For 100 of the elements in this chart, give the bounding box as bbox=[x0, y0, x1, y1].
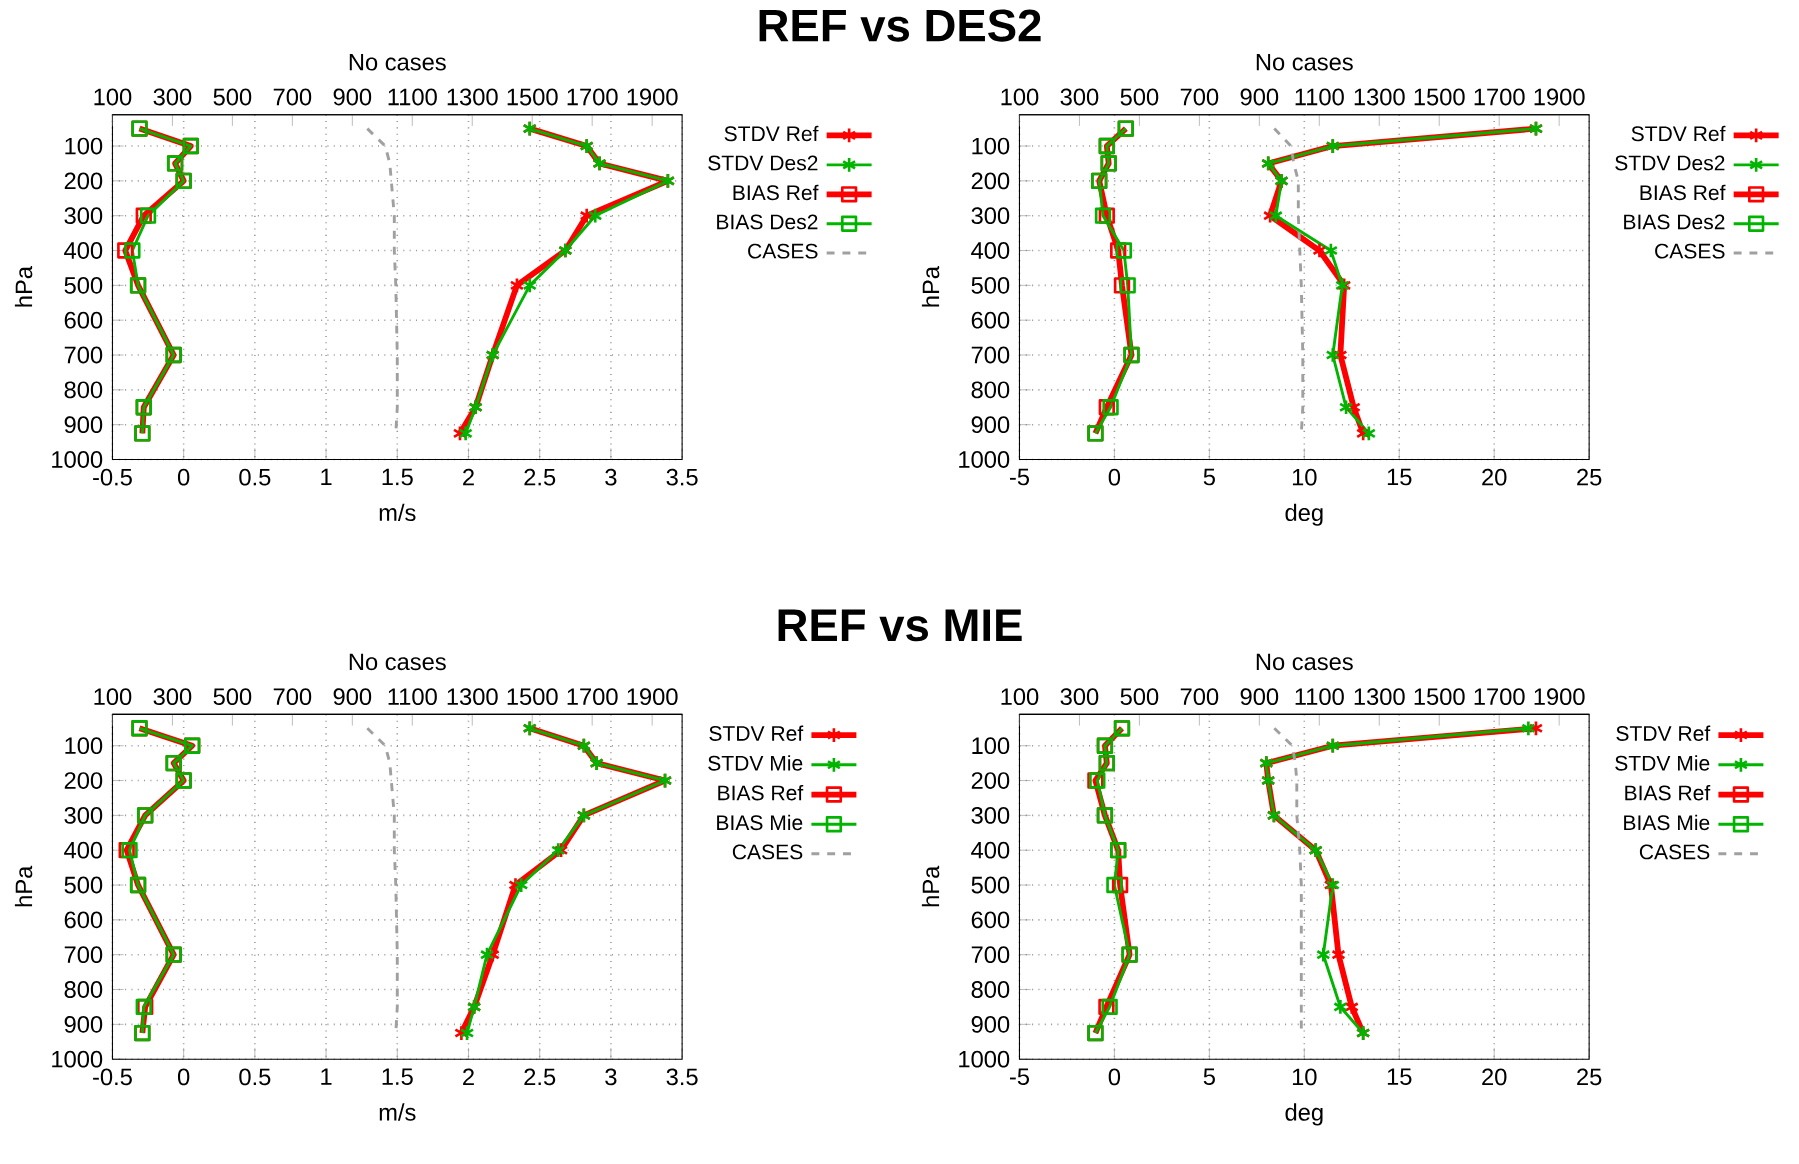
x-tick-label: 3.5 bbox=[666, 1068, 698, 1086]
x2-tick-label: 300 bbox=[1060, 688, 1099, 706]
x2-tick-label: 1700 bbox=[1474, 688, 1525, 706]
x-tick-label: -5 bbox=[1009, 468, 1029, 486]
y-tick-label: 300 bbox=[971, 207, 1010, 225]
x2-tick-label: 700 bbox=[1180, 88, 1219, 106]
legend-label: BIAS Ref bbox=[1625, 784, 1711, 801]
legend-label: BIAS Ref bbox=[718, 784, 804, 801]
text: REF vs DES2 bbox=[759, 9, 1041, 42]
x2-tick-label: 100 bbox=[94, 88, 132, 106]
y-tick-label: 900 bbox=[64, 1015, 103, 1033]
y-tick-label: 700 bbox=[64, 346, 103, 364]
x2-axis-title: No cases bbox=[349, 653, 446, 671]
x-tick-label: 0 bbox=[1108, 1068, 1121, 1086]
x2-tick-label: 300 bbox=[153, 88, 192, 106]
x2-tick-label: 700 bbox=[273, 688, 312, 706]
x2-tick-label: 100 bbox=[94, 688, 132, 706]
y-tick-label: 200 bbox=[64, 772, 103, 789]
x-tick-label: -0.5 bbox=[93, 1068, 132, 1086]
legend-label: STDV Des2 bbox=[1615, 155, 1725, 171]
x2-tick-label: 500 bbox=[213, 88, 252, 106]
x2-tick-label: 1100 bbox=[388, 88, 437, 106]
x2-tick-label: 300 bbox=[1060, 88, 1099, 106]
x-tick-label: 2.5 bbox=[524, 1068, 556, 1086]
x2-tick-label: 1900 bbox=[1534, 688, 1585, 706]
legend-label: STDV Ref bbox=[1616, 725, 1711, 741]
y-tick-label: 600 bbox=[64, 911, 103, 929]
x-axis-title: m/s bbox=[379, 503, 416, 522]
legend-label: BIAS Ref bbox=[1640, 184, 1726, 201]
legend-label: CASES bbox=[748, 243, 818, 259]
y-tick-label: 900 bbox=[64, 416, 103, 434]
x2-tick-label: 300 bbox=[153, 688, 192, 706]
y-tick-label: 200 bbox=[971, 772, 1010, 789]
legend-label: BIAS Ref bbox=[733, 184, 819, 201]
y-tick-label: 800 bbox=[64, 981, 103, 998]
x2-tick-label: 100 bbox=[1001, 88, 1039, 106]
legend-label: BIAS Mie bbox=[1624, 814, 1710, 831]
x-tick-label: 0 bbox=[177, 1068, 190, 1086]
x2-axis-title: No cases bbox=[349, 53, 446, 71]
x2-tick-label: 900 bbox=[1240, 688, 1279, 706]
x2-tick-label: 500 bbox=[1120, 688, 1159, 706]
y-tick-label: 600 bbox=[971, 911, 1010, 929]
x2-tick-label: 1900 bbox=[627, 688, 678, 706]
y-tick-label: 600 bbox=[971, 311, 1010, 329]
legend-label: BIAS Mie bbox=[717, 814, 803, 831]
x2-tick-label: 1300 bbox=[1354, 688, 1405, 706]
x2-tick-label: 100 bbox=[1001, 688, 1039, 706]
y-axis-title: hPa bbox=[921, 865, 940, 907]
x-tick-label: 1.5 bbox=[382, 1068, 413, 1085]
text: REF vs MIE bbox=[778, 609, 1022, 642]
y-tick-label: 200 bbox=[971, 172, 1010, 190]
legend-label: BIAS Des2 bbox=[717, 214, 818, 230]
y-tick-label: 700 bbox=[64, 946, 103, 964]
x2-tick-label: 1700 bbox=[1474, 88, 1525, 106]
y-tick-label: 100 bbox=[972, 737, 1010, 755]
x-axis-title: deg bbox=[1285, 1103, 1323, 1126]
x2-tick-label: 1900 bbox=[627, 88, 678, 106]
x-tick-label: 3 bbox=[605, 1068, 617, 1086]
y-tick-label: 500 bbox=[64, 276, 103, 294]
x2-tick-label: 1500 bbox=[1414, 688, 1465, 706]
x2-axis-title: No cases bbox=[1256, 653, 1353, 671]
legend-label: STDV Des2 bbox=[708, 155, 818, 171]
y-tick-label: 1000 bbox=[52, 451, 103, 468]
y-tick-label: 400 bbox=[64, 841, 103, 859]
x-tick-label: 2.5 bbox=[524, 468, 556, 486]
x-tick-label: 0.5 bbox=[239, 1068, 271, 1086]
legend-label: CASES bbox=[1655, 243, 1725, 259]
legend-label: STDV Mie bbox=[1615, 755, 1710, 771]
x2-tick-label: 1100 bbox=[1295, 688, 1344, 706]
y-tick-label: 500 bbox=[971, 276, 1010, 294]
y-axis-title: hPa bbox=[921, 265, 940, 307]
legend-label: STDV Mie bbox=[708, 755, 803, 771]
y-tick-label: 300 bbox=[971, 806, 1010, 824]
x-tick-label: -0.5 bbox=[93, 468, 132, 486]
x2-tick-label: 500 bbox=[213, 688, 252, 706]
y-tick-label: 900 bbox=[971, 416, 1010, 434]
legend-label: STDV Ref bbox=[709, 725, 804, 741]
legend-label: BIAS Des2 bbox=[1624, 214, 1725, 230]
x-tick-label: 10 bbox=[1292, 1068, 1317, 1086]
y-tick-label: 100 bbox=[65, 737, 103, 755]
y-tick-label: 1000 bbox=[52, 1050, 103, 1068]
x-tick-label: 2 bbox=[463, 468, 474, 486]
x2-tick-label: 1100 bbox=[1295, 88, 1344, 106]
legend-label: CASES bbox=[732, 844, 803, 860]
x2-tick-label: 900 bbox=[333, 688, 372, 706]
x2-tick-label: 1500 bbox=[507, 88, 558, 106]
x2-tick-label: 1900 bbox=[1534, 88, 1585, 106]
x-tick-label: 0 bbox=[1108, 468, 1121, 486]
x-tick-label: 1 bbox=[321, 1068, 332, 1085]
y-tick-label: 100 bbox=[65, 137, 103, 155]
y-tick-label: 1000 bbox=[959, 1050, 1010, 1068]
y-tick-label: 1000 bbox=[959, 451, 1010, 468]
y-tick-label: 300 bbox=[64, 207, 103, 225]
legend-label: STDV Ref bbox=[724, 125, 819, 142]
x2-tick-label: 1300 bbox=[447, 688, 498, 706]
y-tick-label: 500 bbox=[64, 876, 103, 894]
x2-tick-label: 500 bbox=[1120, 88, 1159, 106]
x-tick-label: 0 bbox=[177, 468, 190, 486]
y-tick-label: 800 bbox=[971, 981, 1010, 998]
x2-tick-label: 900 bbox=[333, 88, 372, 106]
